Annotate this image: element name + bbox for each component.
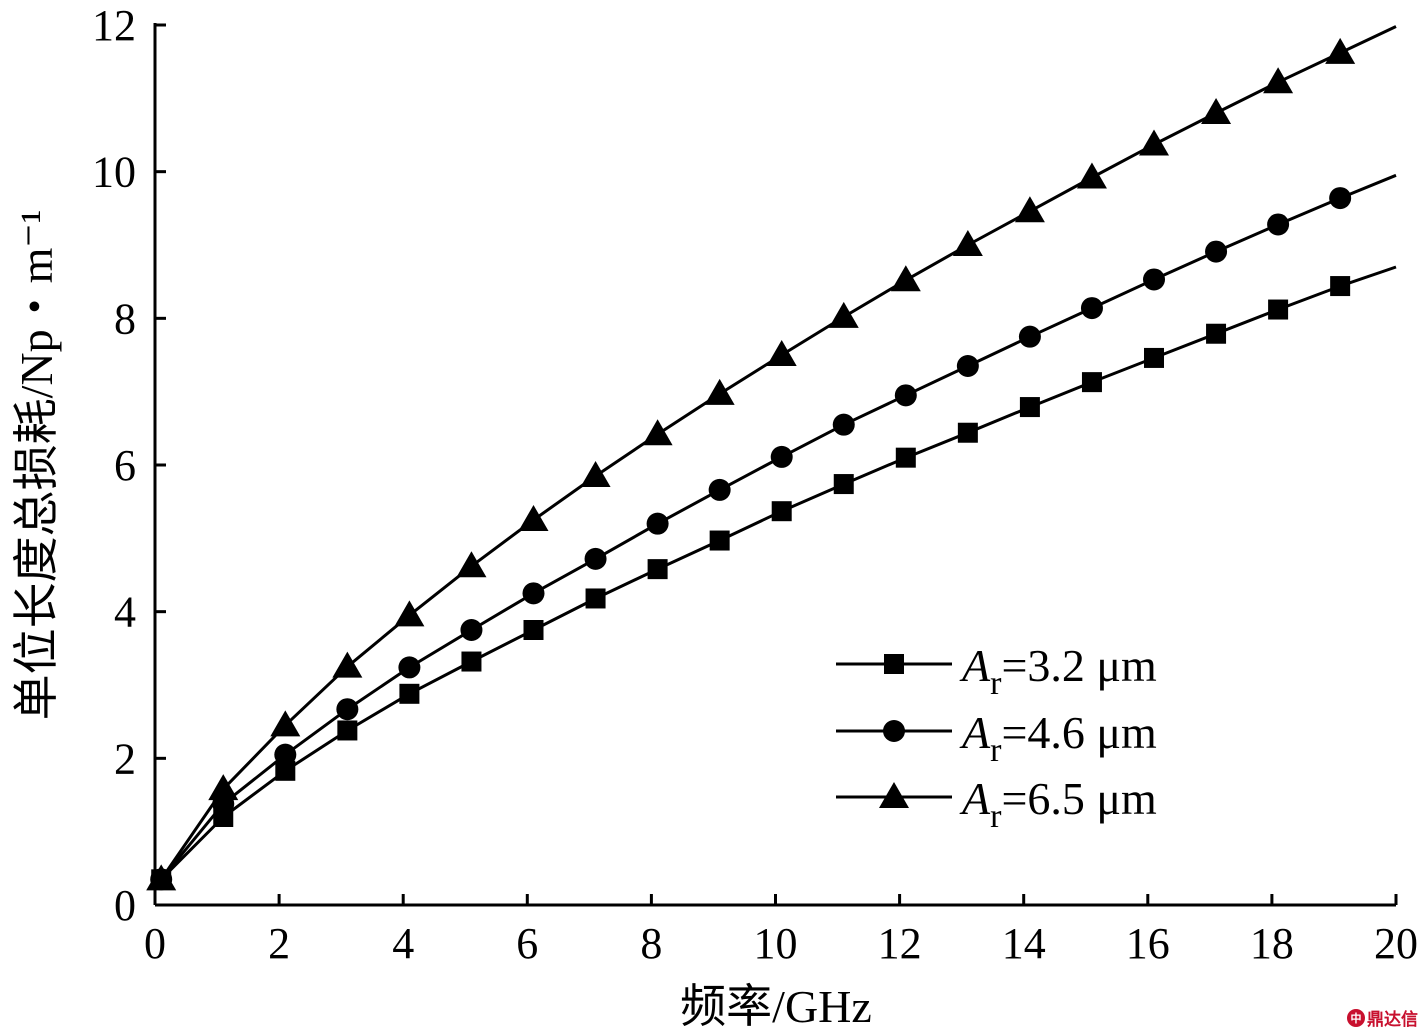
data-point-triangle: [270, 710, 301, 737]
data-point-triangle: [580, 461, 611, 487]
data-point-triangle: [890, 265, 921, 292]
data-point-square: [709, 530, 730, 551]
data-point-square: [461, 651, 482, 672]
data-point-circle: [1080, 297, 1103, 320]
data-point-triangle: [642, 419, 673, 446]
data-point-square: [647, 559, 668, 580]
data-point-triangle: [332, 651, 363, 678]
data-point-square: [1206, 323, 1227, 344]
y-tick-label: 0: [114, 881, 136, 930]
data-point-circle: [1205, 240, 1228, 263]
y-tick-label: 6: [114, 441, 136, 490]
legend-label: Ar=4.6 μm: [959, 707, 1157, 769]
data-point-triangle: [518, 505, 549, 531]
data-point-circle: [1267, 213, 1290, 236]
x-tick-label: 12: [878, 919, 922, 968]
x-tick-label: 18: [1250, 919, 1294, 968]
y-tick-label: 4: [114, 588, 136, 637]
watermark-text: 鼎达信: [1367, 1010, 1418, 1030]
y-tick-label: 12: [92, 1, 136, 50]
data-point-triangle: [1263, 67, 1294, 94]
data-point-circle: [894, 384, 917, 407]
y-tick-label: 2: [114, 734, 136, 783]
ticks: 0 2 4 6 8 10 12 14 16 18 20 0 2 4 6 8 10 12: [92, 1, 1418, 968]
y-axis-label: 单位长度总损耗/Np・m⁻¹: [11, 210, 62, 721]
data-point-square: [1268, 299, 1289, 320]
data-point-square: [1019, 397, 1040, 418]
series-line: [160, 173, 1397, 881]
data-point-triangle: [766, 340, 797, 366]
legend-label: Ar=3.2 μm: [959, 640, 1157, 702]
data-point-circle: [956, 355, 979, 377]
data-point-triangle: [208, 774, 239, 801]
data-point-circle: [832, 413, 855, 436]
data-point-square: [337, 720, 358, 741]
watermark: 中 鼎达信: [1347, 1005, 1418, 1030]
data-point-square: [1330, 276, 1351, 297]
watermark-icon: 中: [1347, 1008, 1365, 1027]
series-group: [146, 25, 1397, 891]
data-point-triangle: [1014, 196, 1045, 223]
data-point-triangle: [704, 378, 735, 405]
data-point-triangle: [1139, 129, 1170, 156]
data-point-square: [275, 760, 296, 781]
data-point-triangle: [146, 864, 177, 891]
y-tick-label: 10: [92, 148, 136, 197]
legend-marker-circle: [883, 720, 905, 742]
y-tick-label: 8: [114, 294, 136, 343]
x-tick-label: 6: [516, 919, 538, 968]
data-point-square: [895, 447, 916, 468]
x-tick-label: 20: [1374, 919, 1418, 968]
data-point-triangle: [1325, 37, 1356, 64]
data-point-circle: [1143, 268, 1166, 291]
data-point-triangle: [456, 551, 487, 578]
data-point-circle: [770, 445, 793, 468]
legend-marker-square: [884, 654, 904, 674]
series-square: [151, 265, 1397, 890]
series-triangle: [146, 25, 1397, 891]
data-point-square: [399, 683, 420, 704]
data-point-circle: [1018, 325, 1041, 348]
x-tick-label: 16: [1126, 919, 1170, 968]
data-point-square: [523, 620, 544, 640]
data-point-circle: [336, 698, 359, 721]
data-point-triangle: [828, 301, 859, 328]
data-point-circle: [1329, 187, 1352, 210]
x-tick-label: 0: [144, 919, 166, 968]
x-axis-label: 频率/GHz: [680, 981, 872, 1032]
data-point-square: [771, 501, 792, 522]
data-point-triangle: [1201, 98, 1232, 124]
data-point-square: [585, 588, 606, 609]
data-point-square: [1081, 372, 1102, 393]
data-point-triangle: [952, 230, 983, 256]
x-tick-label: 2: [268, 919, 290, 968]
data-point-square: [833, 474, 854, 495]
data-point-circle: [460, 619, 483, 641]
data-point-square: [1144, 347, 1165, 368]
data-point-triangle: [394, 600, 425, 627]
data-point-circle: [584, 547, 607, 570]
series-circle: [150, 173, 1397, 891]
data-point-circle: [646, 512, 669, 535]
x-tick-label: 4: [392, 919, 414, 968]
x-tick-label: 8: [640, 919, 662, 968]
legend-marker-triangle: [879, 782, 909, 808]
data-point-circle: [708, 478, 731, 501]
x-tick-label: 10: [754, 919, 798, 968]
legend-label: Ar=6.5 μm: [959, 773, 1157, 835]
data-point-circle: [274, 743, 297, 766]
x-tick-label: 14: [1002, 919, 1046, 968]
data-point-square: [957, 422, 978, 443]
data-point-circle: [522, 582, 545, 605]
data-point-circle: [398, 656, 421, 679]
data-point-triangle: [1076, 162, 1107, 189]
